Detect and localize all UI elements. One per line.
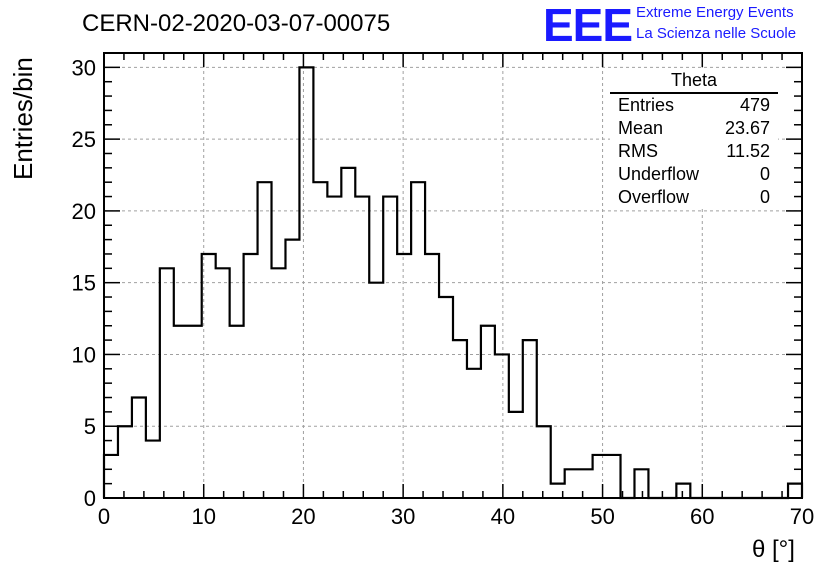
stats-label: Underflow <box>618 164 700 184</box>
histogram-bin <box>160 268 174 498</box>
histogram-bin <box>313 182 327 498</box>
stats-box-title: Theta <box>610 70 778 94</box>
histogram-bin <box>285 240 299 498</box>
histogram-bin <box>341 168 355 498</box>
y-tick-label: 10 <box>72 342 96 367</box>
histogram-bin <box>634 469 648 498</box>
y-tick-label: 25 <box>72 127 96 152</box>
stats-box: Theta Entries 479 Mean 23.67 RMS 11.52 Unde… <box>610 70 778 209</box>
histogram-bin <box>132 398 146 498</box>
eee-logo: EEE <box>543 0 633 51</box>
histogram-bin <box>369 283 383 498</box>
histogram-bin <box>579 469 593 498</box>
stats-label: Overflow <box>618 187 690 207</box>
x-tick-label: 70 <box>790 504 814 529</box>
x-tick-label: 20 <box>291 504 315 529</box>
stats-row-overflow: Overflow 0 <box>610 186 778 209</box>
stats-row-entries: Entries 479 <box>610 94 778 117</box>
stats-value: 0 <box>759 187 770 207</box>
histogram-bin <box>188 326 202 498</box>
y-tick-label: 30 <box>72 55 96 80</box>
x-axis-label: θ [°] <box>752 536 795 563</box>
axis-ticks <box>103 52 803 499</box>
histogram-bin <box>565 469 579 498</box>
histogram-bin <box>327 197 341 498</box>
x-tick-label: 10 <box>191 504 215 529</box>
y-tick-label: 0 <box>84 486 96 511</box>
histogram-bin <box>355 197 369 498</box>
x-tick-label: 50 <box>590 504 614 529</box>
histogram-outline <box>102 66 804 500</box>
histogram-bin <box>118 426 132 498</box>
histogram-bin <box>607 455 621 498</box>
stats-row-rms: RMS 11.52 <box>610 140 778 163</box>
histogram-bin <box>439 297 453 498</box>
histogram-bin <box>104 455 118 498</box>
x-tick-label: 0 <box>98 504 110 529</box>
chart-title: CERN-02-2020-03-07-00075 <box>82 10 391 37</box>
histogram-bin <box>174 326 188 498</box>
logo-subtitle-line1: Extreme Energy Events <box>636 4 794 21</box>
histogram-bin <box>383 197 397 498</box>
histogram-bin <box>509 412 523 498</box>
histogram-bin <box>467 369 481 498</box>
logo-subtitle-line2: La Scienza nelle Scuole <box>636 25 797 42</box>
histogram-bin <box>481 326 495 498</box>
histogram-bin <box>523 340 537 498</box>
y-tick-label: 20 <box>72 199 96 224</box>
stats-value: 479 <box>739 95 770 115</box>
stats-row-mean: Mean 23.67 <box>610 117 778 140</box>
stats-row-underflow: Underflow 0 <box>610 163 778 186</box>
histogram-bin <box>146 441 160 498</box>
histogram-bin <box>202 254 216 498</box>
histogram-bin <box>593 455 607 498</box>
x-tick-label: 40 <box>491 504 515 529</box>
stats-label: Mean <box>618 118 664 138</box>
x-tick-label: 30 <box>391 504 415 529</box>
y-tick-label: 15 <box>72 271 96 296</box>
histogram-bin <box>676 484 690 498</box>
histogram-bin <box>244 254 258 498</box>
histogram-bin <box>537 426 551 498</box>
plot-frame <box>103 52 803 499</box>
histogram-bin <box>495 354 509 498</box>
histogram-bin <box>299 67 313 498</box>
stats-label: Entries <box>618 95 675 115</box>
histogram-bin <box>425 254 439 498</box>
y-tick-label: 5 <box>84 414 96 439</box>
x-tick-label: 60 <box>690 504 714 529</box>
histogram-bin <box>216 268 230 498</box>
stats-label: RMS <box>618 141 658 161</box>
histogram-bars <box>102 66 804 500</box>
stats-value: 11.52 <box>726 141 770 161</box>
y-axis-label: Entries/bin <box>8 57 38 180</box>
histogram-bin <box>411 182 425 498</box>
histogram-bin <box>453 340 467 498</box>
axis-tick-labels: 0 10 20 30 40 50 60 70 0 5 10 15 20 25 30 <box>72 55 815 529</box>
histogram-bin <box>258 182 272 498</box>
histogram-bin <box>230 326 244 498</box>
histogram-bin <box>788 484 802 498</box>
histogram-bin <box>272 268 286 498</box>
stats-value: 23.67 <box>724 118 770 138</box>
histogram-bin <box>397 254 411 498</box>
stats-value: 0 <box>759 164 770 184</box>
